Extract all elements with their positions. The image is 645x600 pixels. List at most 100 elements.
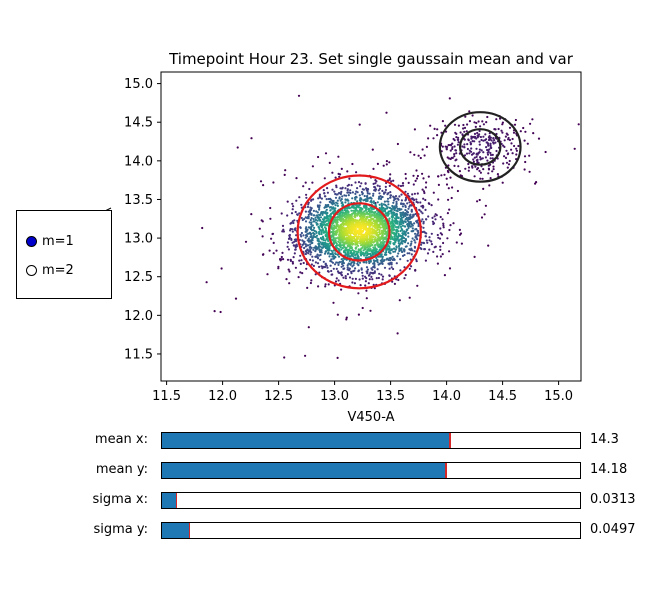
scatter-point (347, 194, 350, 197)
scatter-point (357, 181, 361, 184)
scatter-point (374, 243, 377, 246)
scatter-point (346, 266, 349, 269)
radio-button-m2[interactable] (26, 264, 37, 276)
scatter-point (391, 218, 394, 221)
scatter-point (379, 241, 383, 244)
scatter-point (397, 184, 400, 187)
scatter-point (284, 169, 287, 172)
scatter-point (472, 158, 475, 161)
scatter-point (311, 165, 314, 168)
scatter-point (389, 222, 392, 225)
slider-mean-x[interactable] (161, 432, 581, 449)
scatter-point (471, 140, 474, 143)
scatter-point (430, 204, 433, 207)
scatter-point (357, 248, 360, 251)
slider-handle-mean-x[interactable] (449, 433, 451, 448)
scatter-point (398, 195, 401, 198)
scatter-point (374, 226, 377, 229)
slider-mean-y[interactable] (161, 462, 581, 479)
scatter-point (310, 251, 313, 254)
scatter-point (449, 149, 452, 152)
scatter-point (475, 155, 478, 158)
radio-option-m2[interactable]: m=2 (26, 262, 74, 278)
scatter-point (305, 196, 308, 199)
scatter-point (448, 228, 451, 232)
y-tick-label: 12.0 (124, 309, 153, 324)
scatter-point (370, 207, 373, 210)
scatter-point (478, 169, 481, 172)
scatter-point (441, 145, 444, 148)
scatter-point (322, 244, 325, 248)
radio-button-m1[interactable] (26, 235, 37, 247)
scatter-point (505, 149, 508, 152)
scatter-point (411, 237, 414, 240)
y-tick-label: 12.5 (124, 270, 153, 285)
scatter-point (523, 139, 526, 142)
scatter-point (378, 185, 381, 188)
radio-option-m1[interactable]: m=1 (26, 233, 74, 249)
gaussian-ellipses (296, 111, 522, 290)
scatter-point (436, 262, 439, 265)
slider-handle-mean-y[interactable] (445, 463, 447, 478)
scatter-point (463, 146, 466, 149)
scatter-point (410, 230, 413, 233)
scatter-point (308, 210, 312, 213)
slider-value-mean-y: 14.18 (590, 462, 628, 477)
scatter-point (476, 158, 479, 161)
scatter-point (421, 148, 424, 151)
scatter-point (328, 161, 331, 164)
slider-sigma-y[interactable] (161, 522, 581, 539)
scatter-point (468, 152, 471, 155)
scatter-point (387, 262, 390, 265)
scatter-point (332, 267, 335, 270)
scatter-point (301, 272, 304, 275)
scatter-point (381, 262, 384, 265)
scatter-point (399, 213, 402, 216)
scatter-point (384, 185, 387, 188)
scatter-point (370, 267, 373, 270)
scatter-point (479, 156, 482, 159)
scatter-point (366, 268, 369, 271)
scatter-point (507, 163, 511, 166)
slider-handle-sigma-x[interactable] (175, 493, 178, 508)
scatter-point (361, 274, 364, 277)
scatter-point (393, 213, 396, 217)
scatter-point (307, 217, 310, 220)
scatter-point (297, 94, 301, 97)
scatter-point (493, 128, 496, 131)
scatter-point (523, 155, 527, 158)
scatter-point (417, 224, 420, 228)
scatter-point (479, 125, 482, 128)
scatter-point (358, 219, 361, 222)
scatter-point (326, 270, 330, 273)
slider-handle-sigma-y[interactable] (188, 523, 191, 538)
scatter-point (309, 253, 312, 256)
scatter-point (424, 208, 427, 211)
scatter-point (478, 129, 481, 133)
scatter-point (282, 258, 285, 261)
scatter-point (400, 208, 403, 211)
scatter-point (372, 262, 375, 265)
scatter-point (350, 184, 353, 187)
scatter-point (437, 183, 440, 186)
scatter-point (318, 208, 321, 211)
scatter-point (335, 237, 338, 240)
scatter-point (348, 207, 351, 210)
scatter-point (286, 200, 289, 203)
scatter-point (463, 138, 466, 141)
scatter-point (201, 226, 204, 230)
scatter-point (532, 132, 535, 135)
scatter-point (315, 234, 319, 237)
scatter-point (442, 224, 445, 227)
scatter-point (308, 187, 311, 191)
scatter-point (486, 115, 489, 119)
scatter-point (508, 138, 511, 142)
slider-sigma-x[interactable] (161, 492, 581, 509)
scatter-point (382, 229, 385, 232)
scatter-point (281, 251, 284, 254)
scatter-point (336, 218, 339, 221)
scatter-point (386, 257, 389, 260)
scatter-point (423, 154, 426, 157)
scatter-point (282, 230, 285, 233)
scatter-point (342, 259, 345, 262)
